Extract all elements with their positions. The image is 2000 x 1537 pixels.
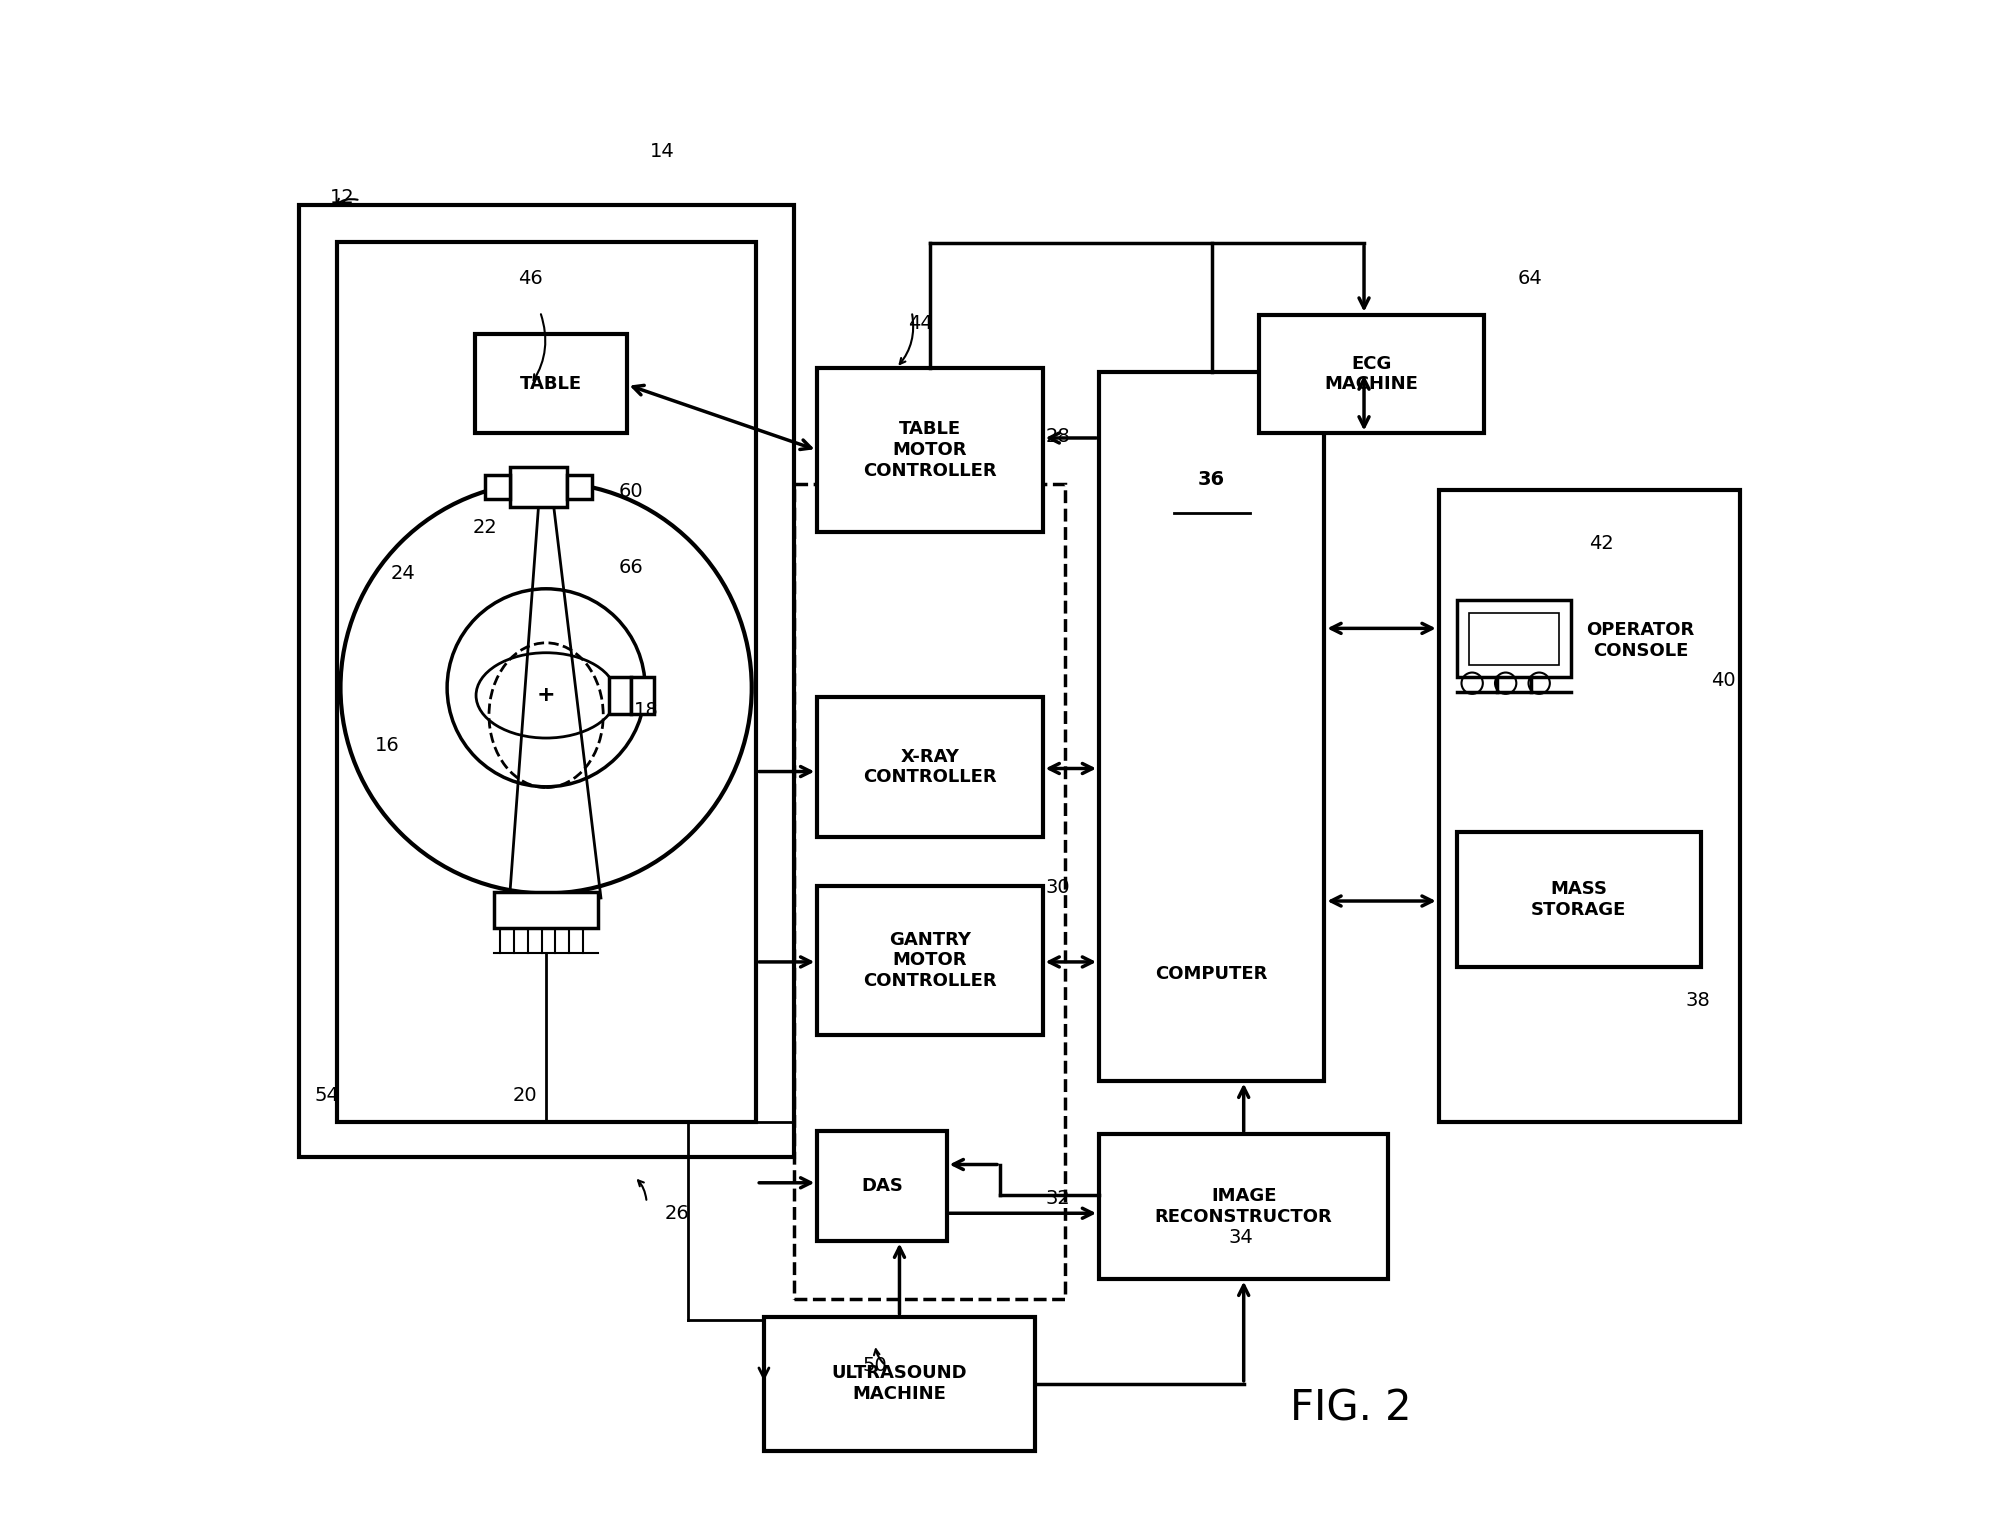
Text: 32: 32 [1046,1188,1070,1208]
Text: 36: 36 [1198,470,1226,489]
FancyBboxPatch shape [818,1131,946,1240]
Text: ECG
MACHINE: ECG MACHINE [1324,355,1418,393]
Text: 46: 46 [518,269,544,287]
FancyBboxPatch shape [818,885,1042,1034]
Text: 30: 30 [1046,878,1070,896]
FancyBboxPatch shape [474,335,626,433]
Text: FIG. 2: FIG. 2 [1290,1388,1412,1429]
FancyBboxPatch shape [1456,601,1572,678]
FancyBboxPatch shape [300,204,794,1157]
Text: 44: 44 [908,314,934,334]
Text: 38: 38 [1686,990,1710,1010]
FancyBboxPatch shape [1258,315,1484,433]
Text: OPERATOR
CONSOLE: OPERATOR CONSOLE [1586,621,1694,659]
Text: 64: 64 [1518,269,1542,287]
Text: 42: 42 [1590,533,1614,553]
Text: 14: 14 [650,141,674,161]
Text: COMPUTER: COMPUTER [1156,965,1268,984]
FancyBboxPatch shape [1456,833,1700,967]
FancyBboxPatch shape [1438,490,1740,1122]
Text: 28: 28 [1046,427,1070,446]
FancyBboxPatch shape [494,891,598,928]
FancyBboxPatch shape [818,696,1042,838]
FancyBboxPatch shape [1470,613,1558,666]
Text: ULTRASOUND
MACHINE: ULTRASOUND MACHINE [832,1365,968,1403]
Text: 50: 50 [862,1356,888,1376]
Text: 12: 12 [330,188,354,207]
FancyBboxPatch shape [1100,1134,1388,1279]
Text: 24: 24 [390,564,416,583]
FancyBboxPatch shape [1100,372,1324,1081]
Text: GANTRY
MOTOR
CONTROLLER: GANTRY MOTOR CONTROLLER [864,930,996,990]
Text: TABLE: TABLE [520,375,582,393]
Text: X-RAY
CONTROLLER: X-RAY CONTROLLER [864,747,996,787]
Text: +: + [536,686,556,705]
Text: TABLE
MOTOR
CONTROLLER: TABLE MOTOR CONTROLLER [864,421,996,480]
Text: MASS
STORAGE: MASS STORAGE [1532,881,1626,919]
Text: DAS: DAS [862,1177,902,1194]
Text: 60: 60 [620,481,644,501]
FancyBboxPatch shape [568,475,592,500]
Text: 22: 22 [472,518,498,538]
Text: 26: 26 [664,1203,690,1223]
Text: IMAGE
RECONSTRUCTOR: IMAGE RECONSTRUCTOR [1154,1187,1332,1227]
FancyBboxPatch shape [818,367,1042,532]
FancyBboxPatch shape [632,678,654,713]
FancyBboxPatch shape [486,475,510,500]
Text: 16: 16 [376,736,400,755]
FancyBboxPatch shape [608,678,632,713]
Text: 40: 40 [1712,670,1736,690]
Text: 18: 18 [634,701,660,721]
FancyBboxPatch shape [338,241,756,1122]
Text: 54: 54 [314,1087,340,1105]
FancyBboxPatch shape [764,1317,1036,1451]
Text: 34: 34 [1228,1228,1254,1247]
Text: 66: 66 [620,558,644,576]
FancyBboxPatch shape [510,467,568,507]
Text: 20: 20 [512,1087,538,1105]
